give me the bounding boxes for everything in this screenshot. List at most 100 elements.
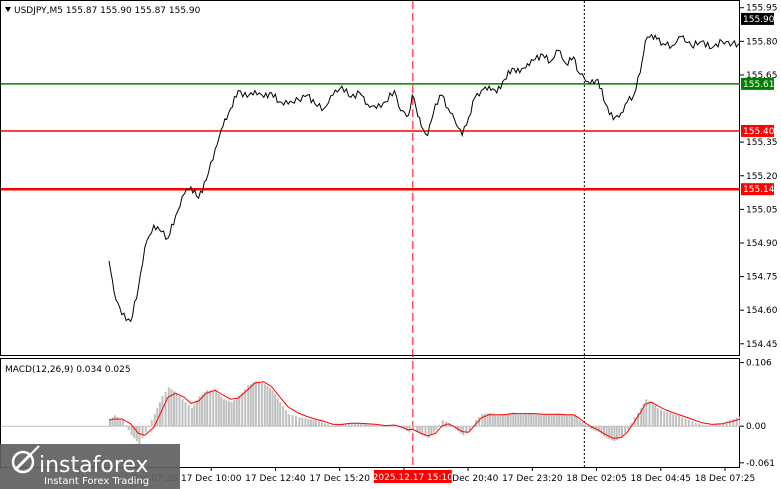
macd-histogram-bar [663,411,666,427]
macd-histogram-bar [228,401,230,427]
macd-histogram-bar [718,423,721,427]
macd-histogram-bar [116,417,119,427]
macd-histogram-bar [241,392,244,427]
macd-histogram-bar [184,402,187,427]
macd-histogram-bar [512,412,515,427]
macd-histogram-bar [190,408,193,427]
macd-histogram-bar [271,390,274,427]
macd-histogram-bar [603,426,605,437]
macd-histogram-bar [418,426,421,434]
macd-histogram-bar [173,391,175,427]
macd-histogram-bar [421,426,424,436]
price-tick-label: 155.05 [746,205,778,215]
macd-histogram-bar [672,414,675,427]
macd-histogram-bar [435,426,438,430]
macd-histogram-bar [637,412,639,427]
time-tick-label: 17 Dec 15:20 [309,474,370,484]
macd-histogram-bar [708,425,711,427]
macd-histogram-bar [568,415,571,427]
macd-histogram-bar [432,426,435,433]
macd-histogram-bar [119,418,122,427]
macd-histogram-bar [161,396,164,427]
macd-histogram-bar [648,400,651,427]
macd-histogram-bar [489,413,492,427]
macd-histogram-bar [285,410,288,427]
macd-histogram-bar [412,426,415,429]
macd-histogram-bar [491,413,494,427]
macd-histogram-bar [525,413,527,427]
macd-histogram-bar [640,408,643,427]
macd-histogram-bar [645,399,648,427]
macd-histogram-bar [353,422,356,427]
macd-histogram-bar [109,419,111,427]
macd-histogram-bar [370,424,373,427]
macd-histogram-bar [522,413,525,427]
macd-histogram-bar [739,416,740,427]
macd-histogram-bar [501,414,504,427]
macd-histogram-bar [427,426,430,439]
level-labels: 155.61 155.40 155.14 [741,77,775,196]
macd-histogram-bar [416,426,419,433]
macd-histogram-bar [233,400,236,427]
macd-histogram-bar [527,413,530,427]
price-tick-label: 155.65 [746,71,778,81]
logo-tagline: Instant Forex Trading [44,476,149,487]
level-label-text: 155.61 [743,80,775,90]
price-tick-label: 154.75 [746,273,778,283]
macd-histogram-bar [499,415,502,427]
macd-histogram-bar [373,424,376,427]
macd-histogram-bar [494,414,497,427]
macd-histogram-bar [405,426,408,431]
macd-histogram-bar [249,384,252,427]
macd-histogram-bar [578,420,581,427]
macd-histogram-bar [376,425,379,427]
price-axis: 155.95 155.80 155.65 155.35 155.20 155.05 154.… [740,4,778,350]
macd-histogram-bar [141,426,144,439]
macd-histogram-bar [691,421,694,427]
macd-histogram-bar [660,409,662,427]
macd-title: MACD(12,26,9) 0.034 0.025 [5,365,131,375]
horizontal-levels [1,83,740,191]
macd-histogram-bar [530,413,533,427]
macd-histogram-bar [201,394,204,427]
symbol-title: USDJPY,M5 155.87 155.90 155.87 155.90 [14,6,201,16]
macd-histogram-bar [687,420,690,427]
macd-histogram-bar [583,424,586,427]
macd-histogram-bar [565,415,568,427]
macd-histogram-bar [111,417,114,427]
macd-histogram-bar [309,419,312,427]
macd-histogram-bar [238,396,241,427]
macd-histogram-bar [156,408,159,427]
macd-histogram-bar [230,402,233,427]
vertical-markers [412,1,585,467]
macd-histogram-bar [153,414,156,427]
macd-pane-frame [0,358,740,468]
macd-histogram-bar [430,426,433,436]
price-tick-label: 154.45 [746,340,778,350]
macd-histogram-bar [344,423,347,427]
macd-histogram-bar [130,426,133,436]
macd-histogram-bar [252,382,255,427]
macd-histogram-bar [618,426,621,439]
macd-histogram-bar [624,426,627,434]
macd-histogram-bar [651,402,654,427]
macd-histogram-bar [235,398,238,427]
macd-histogram-bar [282,406,285,427]
macd-histogram-bar [138,426,141,445]
macd-histogram-bar [613,426,616,442]
macd-histogram-bar [260,383,263,427]
macd-histogram-bar [684,418,687,427]
macd-histogram-bar [627,426,630,430]
time-tick-label: 18 Dec 02:05 [566,474,627,484]
time-tick-label: 17 Dec 10:00 [181,474,242,484]
macd-histogram-bar [698,423,701,427]
macd-histogram-bar [274,394,277,427]
macd-histogram-bar [318,421,320,427]
macd-histogram-bar [198,396,201,427]
macd-histogram-bar [127,426,130,431]
instaforex-logo-icon [11,445,40,474]
macd-histogram-bar [548,414,550,427]
macd-histogram-bar [519,414,522,427]
macd-histogram-bar [732,419,735,427]
macd-histogram-bar [563,414,566,427]
